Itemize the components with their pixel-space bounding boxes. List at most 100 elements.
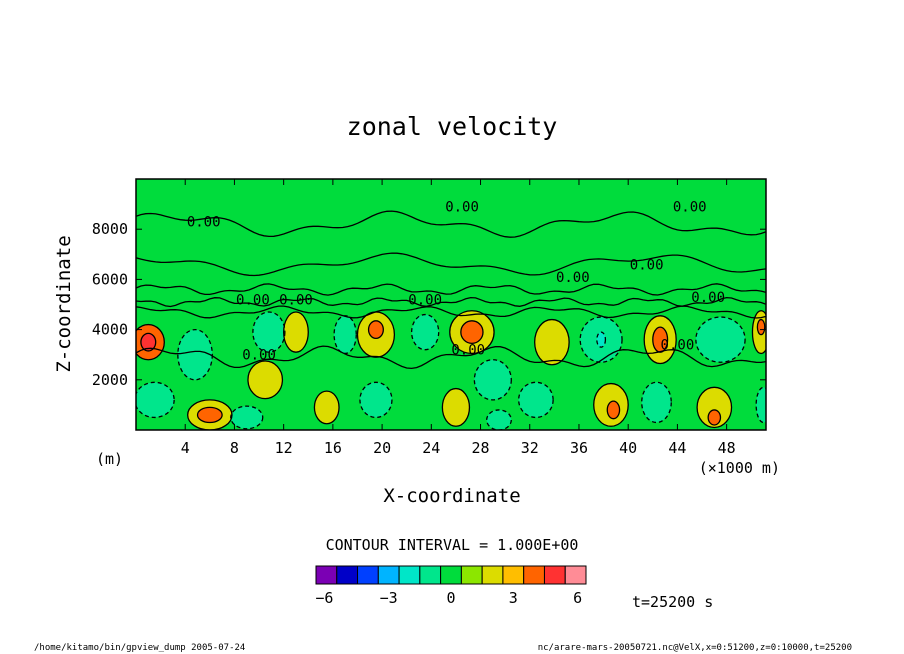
contour-line-8 <box>367 320 384 340</box>
contour-band-33 <box>230 406 263 429</box>
contour-line-1 <box>140 332 157 352</box>
contour-line-22 <box>252 311 286 353</box>
contour-line-17 <box>696 386 733 429</box>
colorbar-swatch <box>523 565 545 585</box>
contour-band-20 <box>757 319 765 335</box>
contour-line-33 <box>230 405 264 430</box>
colorbar-swatch <box>564 565 587 585</box>
contour-label-2: 0.00 <box>673 200 707 216</box>
colorbar-swatch <box>357 565 379 585</box>
zero-contour-0 <box>136 210 766 238</box>
contour-band-1 <box>140 333 156 351</box>
contour-label-7: 0.00 <box>279 293 313 309</box>
contour-label-11: 0.00 <box>661 338 695 354</box>
zero-contour-2 <box>136 283 766 296</box>
contour-band-8 <box>368 320 384 339</box>
contour-line-11 <box>441 387 471 427</box>
colorbar-swatch <box>377 565 400 585</box>
contour-label-0: 0.00 <box>187 215 221 231</box>
colorbar-swatch <box>398 565 421 585</box>
zero-contour-4 <box>136 305 766 319</box>
contour-label-4: 0.00 <box>630 257 664 273</box>
contour-band-6 <box>283 312 309 353</box>
colorbar-tick-label: −6 <box>315 589 333 607</box>
contour-line-27 <box>596 331 607 348</box>
y-tick-label: 4000 <box>92 321 128 339</box>
contour-line-9 <box>449 310 495 355</box>
x-tick-label: 32 <box>521 439 539 457</box>
footer-left: /home/kitamo/bin/gpview_dump 2005-07-24 <box>34 643 245 653</box>
colorbar-swatch <box>419 565 442 585</box>
x-tick-label: 4 <box>181 439 190 457</box>
y-axis-label: Z-coordinate <box>53 235 75 372</box>
x-unit-label: (×1000 m) <box>699 459 780 477</box>
contour-label-3: 0.00 <box>556 270 590 286</box>
contour-band-32 <box>641 382 672 423</box>
x-tick-label: 20 <box>373 439 391 457</box>
colorbar-swatch <box>440 565 462 585</box>
contour-band-30 <box>359 382 392 418</box>
contour-line-32 <box>641 381 672 424</box>
contour-band-16 <box>652 327 668 353</box>
x-tick-label: 44 <box>668 439 686 457</box>
x-tick-label: 36 <box>570 439 588 457</box>
colorbar-tick-label: 6 <box>573 589 582 607</box>
chart-title: zonal velocity <box>347 112 558 141</box>
contour-label-9: 0.00 <box>242 348 276 364</box>
contour-line-12 <box>534 318 570 366</box>
y-tick-label: 8000 <box>92 220 128 238</box>
contour-line-6 <box>283 311 309 353</box>
contour-line-3 <box>196 406 223 424</box>
contour-label-1: 0.00 <box>445 200 479 216</box>
contour-line-10 <box>460 320 484 345</box>
contour-band-5 <box>314 391 340 424</box>
colorbar-tick-label: 3 <box>509 589 518 607</box>
x-tick-label: 40 <box>619 439 637 457</box>
x-tick-label: 16 <box>324 439 342 457</box>
contour-band-22 <box>252 312 285 353</box>
colorbar-tick-label: −3 <box>380 589 398 607</box>
time-label: t=25200 s <box>632 593 713 611</box>
contour-line-14 <box>606 400 621 420</box>
colorbar-swatch <box>502 565 525 585</box>
contour-band-27 <box>596 332 606 348</box>
contour-band-23 <box>334 315 357 354</box>
contour-interval: CONTOUR INTERVAL = 1.000E+00 <box>326 536 579 554</box>
zero-contour-5 <box>136 345 766 370</box>
zero-contour-3 <box>136 296 766 308</box>
contour-line-31 <box>518 381 554 419</box>
contour-band-34 <box>486 409 512 430</box>
contour-line-20 <box>756 318 766 336</box>
contour-band-25 <box>474 359 512 400</box>
contour-band-3 <box>197 407 223 423</box>
contour-band-31 <box>518 382 554 418</box>
plot-frame <box>135 178 767 431</box>
footer-right: nc/arare-mars-20050721.nc@VelX,x=0:51200… <box>538 643 852 653</box>
contour-band-28 <box>695 317 746 363</box>
x-tick-label: 48 <box>718 439 736 457</box>
contour-label-10: 0.00 <box>451 343 485 359</box>
y-unit-label: (m) <box>96 450 123 468</box>
contour-band-10 <box>460 320 483 344</box>
contour-band-35 <box>756 387 766 423</box>
contour-line-21 <box>177 328 213 381</box>
colorbar-swatch <box>543 565 566 585</box>
contour-band-18 <box>708 409 721 425</box>
contour-band-21 <box>177 329 213 380</box>
contour-band-12 <box>534 319 570 365</box>
y-tick-label: 2000 <box>92 371 128 389</box>
contour-line-28 <box>695 316 746 363</box>
contour-line-15 <box>643 315 677 365</box>
colorbar-tick-label: 0 <box>446 589 455 607</box>
contour-label-8: 0.00 <box>408 293 442 309</box>
contour-line-26 <box>579 316 623 363</box>
contour-line-13 <box>593 382 629 427</box>
contour-band-4 <box>247 360 283 399</box>
contour-band-14 <box>607 401 620 419</box>
contour-band-29 <box>136 382 175 418</box>
x-tick-label: 24 <box>422 439 440 457</box>
x-axis-label: X-coordinate <box>383 485 520 507</box>
contour-line-25 <box>473 359 512 401</box>
contour-label-6: 0.00 <box>236 293 270 309</box>
